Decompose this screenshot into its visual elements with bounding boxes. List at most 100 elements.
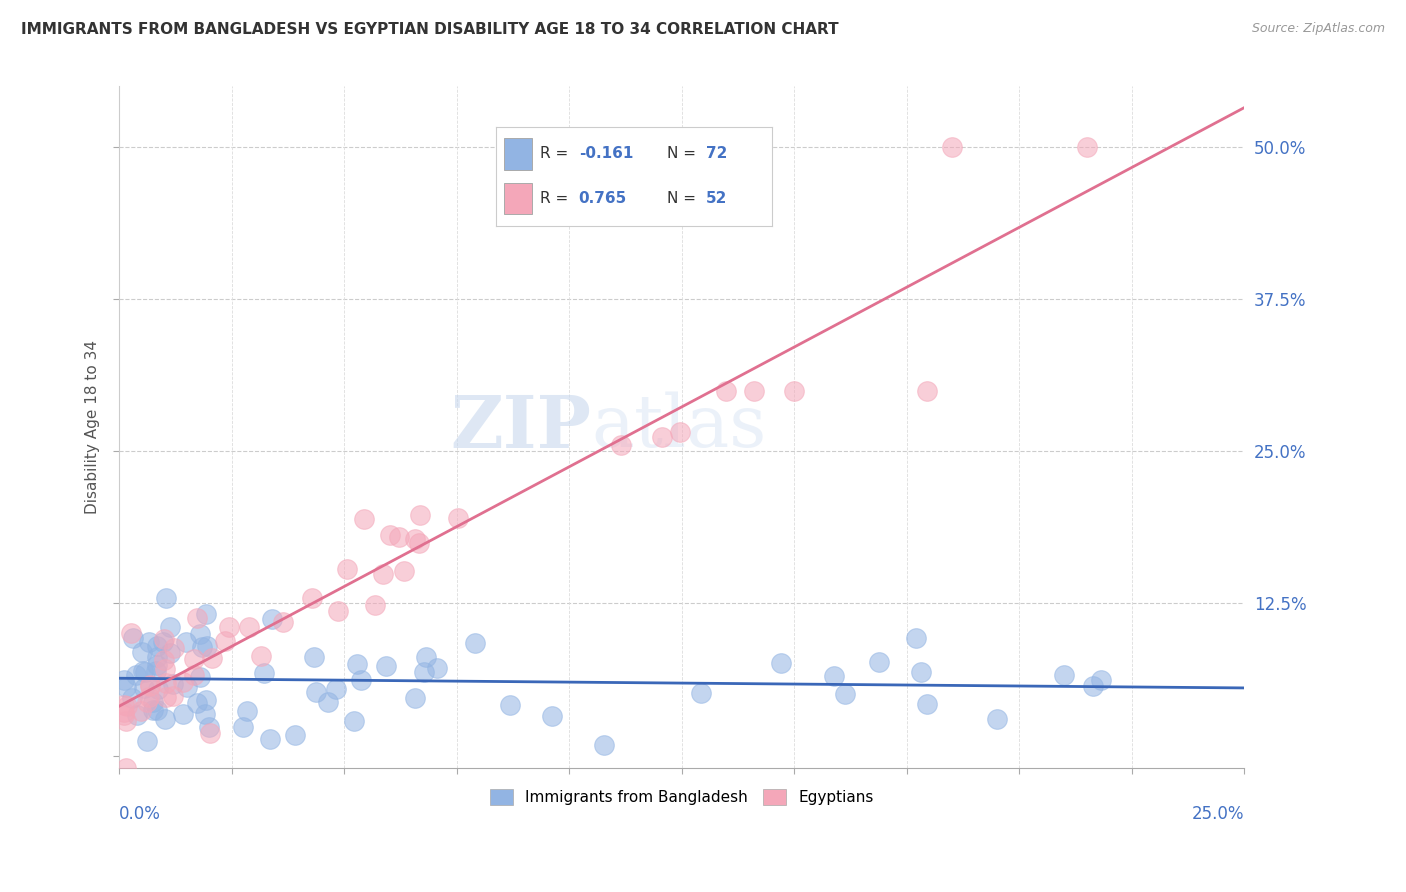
Point — [146, 682, 169, 697]
Point — [195, 693, 218, 707]
Point — [1053, 668, 1076, 682]
Point — [302, 650, 325, 665]
Point — [198, 719, 221, 733]
Point — [447, 510, 470, 524]
Point — [915, 384, 938, 398]
Point — [195, 639, 218, 653]
Point — [250, 649, 273, 664]
Point — [346, 657, 368, 672]
Point — [610, 438, 633, 452]
Point — [162, 690, 184, 704]
Point — [121, 690, 143, 705]
Point — [142, 695, 165, 709]
Point — [112, 708, 135, 723]
Point — [1090, 673, 1112, 687]
Point — [716, 384, 738, 398]
Point — [915, 697, 938, 711]
Point — [238, 620, 260, 634]
Point — [172, 707, 194, 722]
Text: IMMIGRANTS FROM BANGLADESH VS EGYPTIAN DISABILITY AGE 18 TO 34 CORRELATION CHART: IMMIGRANTS FROM BANGLADESH VS EGYPTIAN D… — [21, 22, 839, 37]
Point — [409, 508, 432, 523]
Point — [138, 690, 160, 704]
Point — [190, 669, 212, 683]
Point — [134, 681, 156, 696]
Point — [115, 714, 138, 728]
Point — [373, 566, 395, 581]
Point — [336, 562, 359, 576]
Point — [1081, 679, 1104, 693]
Point — [326, 603, 349, 617]
Point — [183, 652, 205, 666]
Point — [404, 532, 426, 546]
Point — [145, 658, 167, 673]
Point — [186, 696, 208, 710]
Point — [316, 695, 339, 709]
Point — [120, 626, 142, 640]
Text: atlas: atlas — [592, 392, 768, 462]
Point — [139, 679, 162, 693]
Point — [198, 726, 221, 740]
Point — [121, 632, 143, 646]
Text: 0.0%: 0.0% — [120, 805, 160, 823]
Point — [380, 528, 402, 542]
Point — [152, 634, 174, 648]
Point — [145, 650, 167, 665]
Point — [194, 707, 217, 722]
Point — [194, 607, 217, 621]
Point — [159, 619, 181, 633]
Y-axis label: Disability Age 18 to 34: Disability Age 18 to 34 — [86, 340, 100, 514]
Point — [408, 536, 430, 550]
Point — [363, 598, 385, 612]
Point — [986, 712, 1008, 726]
Legend: Immigrants from Bangladesh, Egyptians: Immigrants from Bangladesh, Egyptians — [484, 783, 880, 811]
Text: ZIP: ZIP — [451, 392, 592, 463]
Point — [152, 653, 174, 667]
Point — [499, 698, 522, 712]
Point — [138, 635, 160, 649]
Point — [146, 639, 169, 653]
Point — [155, 591, 177, 605]
Point — [201, 651, 224, 665]
Point — [139, 678, 162, 692]
Point — [153, 662, 176, 676]
Point — [112, 698, 135, 713]
Point — [260, 612, 283, 626]
Point — [259, 731, 281, 746]
Point — [146, 703, 169, 717]
Point — [131, 645, 153, 659]
Point — [186, 611, 208, 625]
Point — [176, 680, 198, 694]
Point — [769, 656, 792, 670]
Point — [593, 738, 616, 752]
Point — [183, 668, 205, 682]
Point — [145, 664, 167, 678]
Point — [191, 640, 214, 654]
Point — [783, 384, 806, 398]
Point — [172, 675, 194, 690]
Point — [153, 632, 176, 646]
Point — [301, 591, 323, 605]
Point — [142, 703, 165, 717]
Point — [353, 511, 375, 525]
Point — [155, 690, 177, 704]
Point — [941, 140, 963, 154]
Point — [905, 632, 928, 646]
Point — [464, 636, 486, 650]
Point — [742, 384, 765, 398]
Point — [125, 668, 148, 682]
Point — [325, 682, 347, 697]
Point — [153, 712, 176, 726]
Point — [236, 704, 259, 718]
Point — [218, 620, 240, 634]
Point — [651, 430, 673, 444]
Point — [868, 655, 890, 669]
Point — [284, 729, 307, 743]
Point — [112, 673, 135, 688]
Point — [135, 695, 157, 709]
Point — [374, 658, 396, 673]
Point — [343, 714, 366, 729]
Point — [162, 677, 184, 691]
Point — [253, 665, 276, 680]
Text: Source: ZipAtlas.com: Source: ZipAtlas.com — [1251, 22, 1385, 36]
Point — [214, 633, 236, 648]
